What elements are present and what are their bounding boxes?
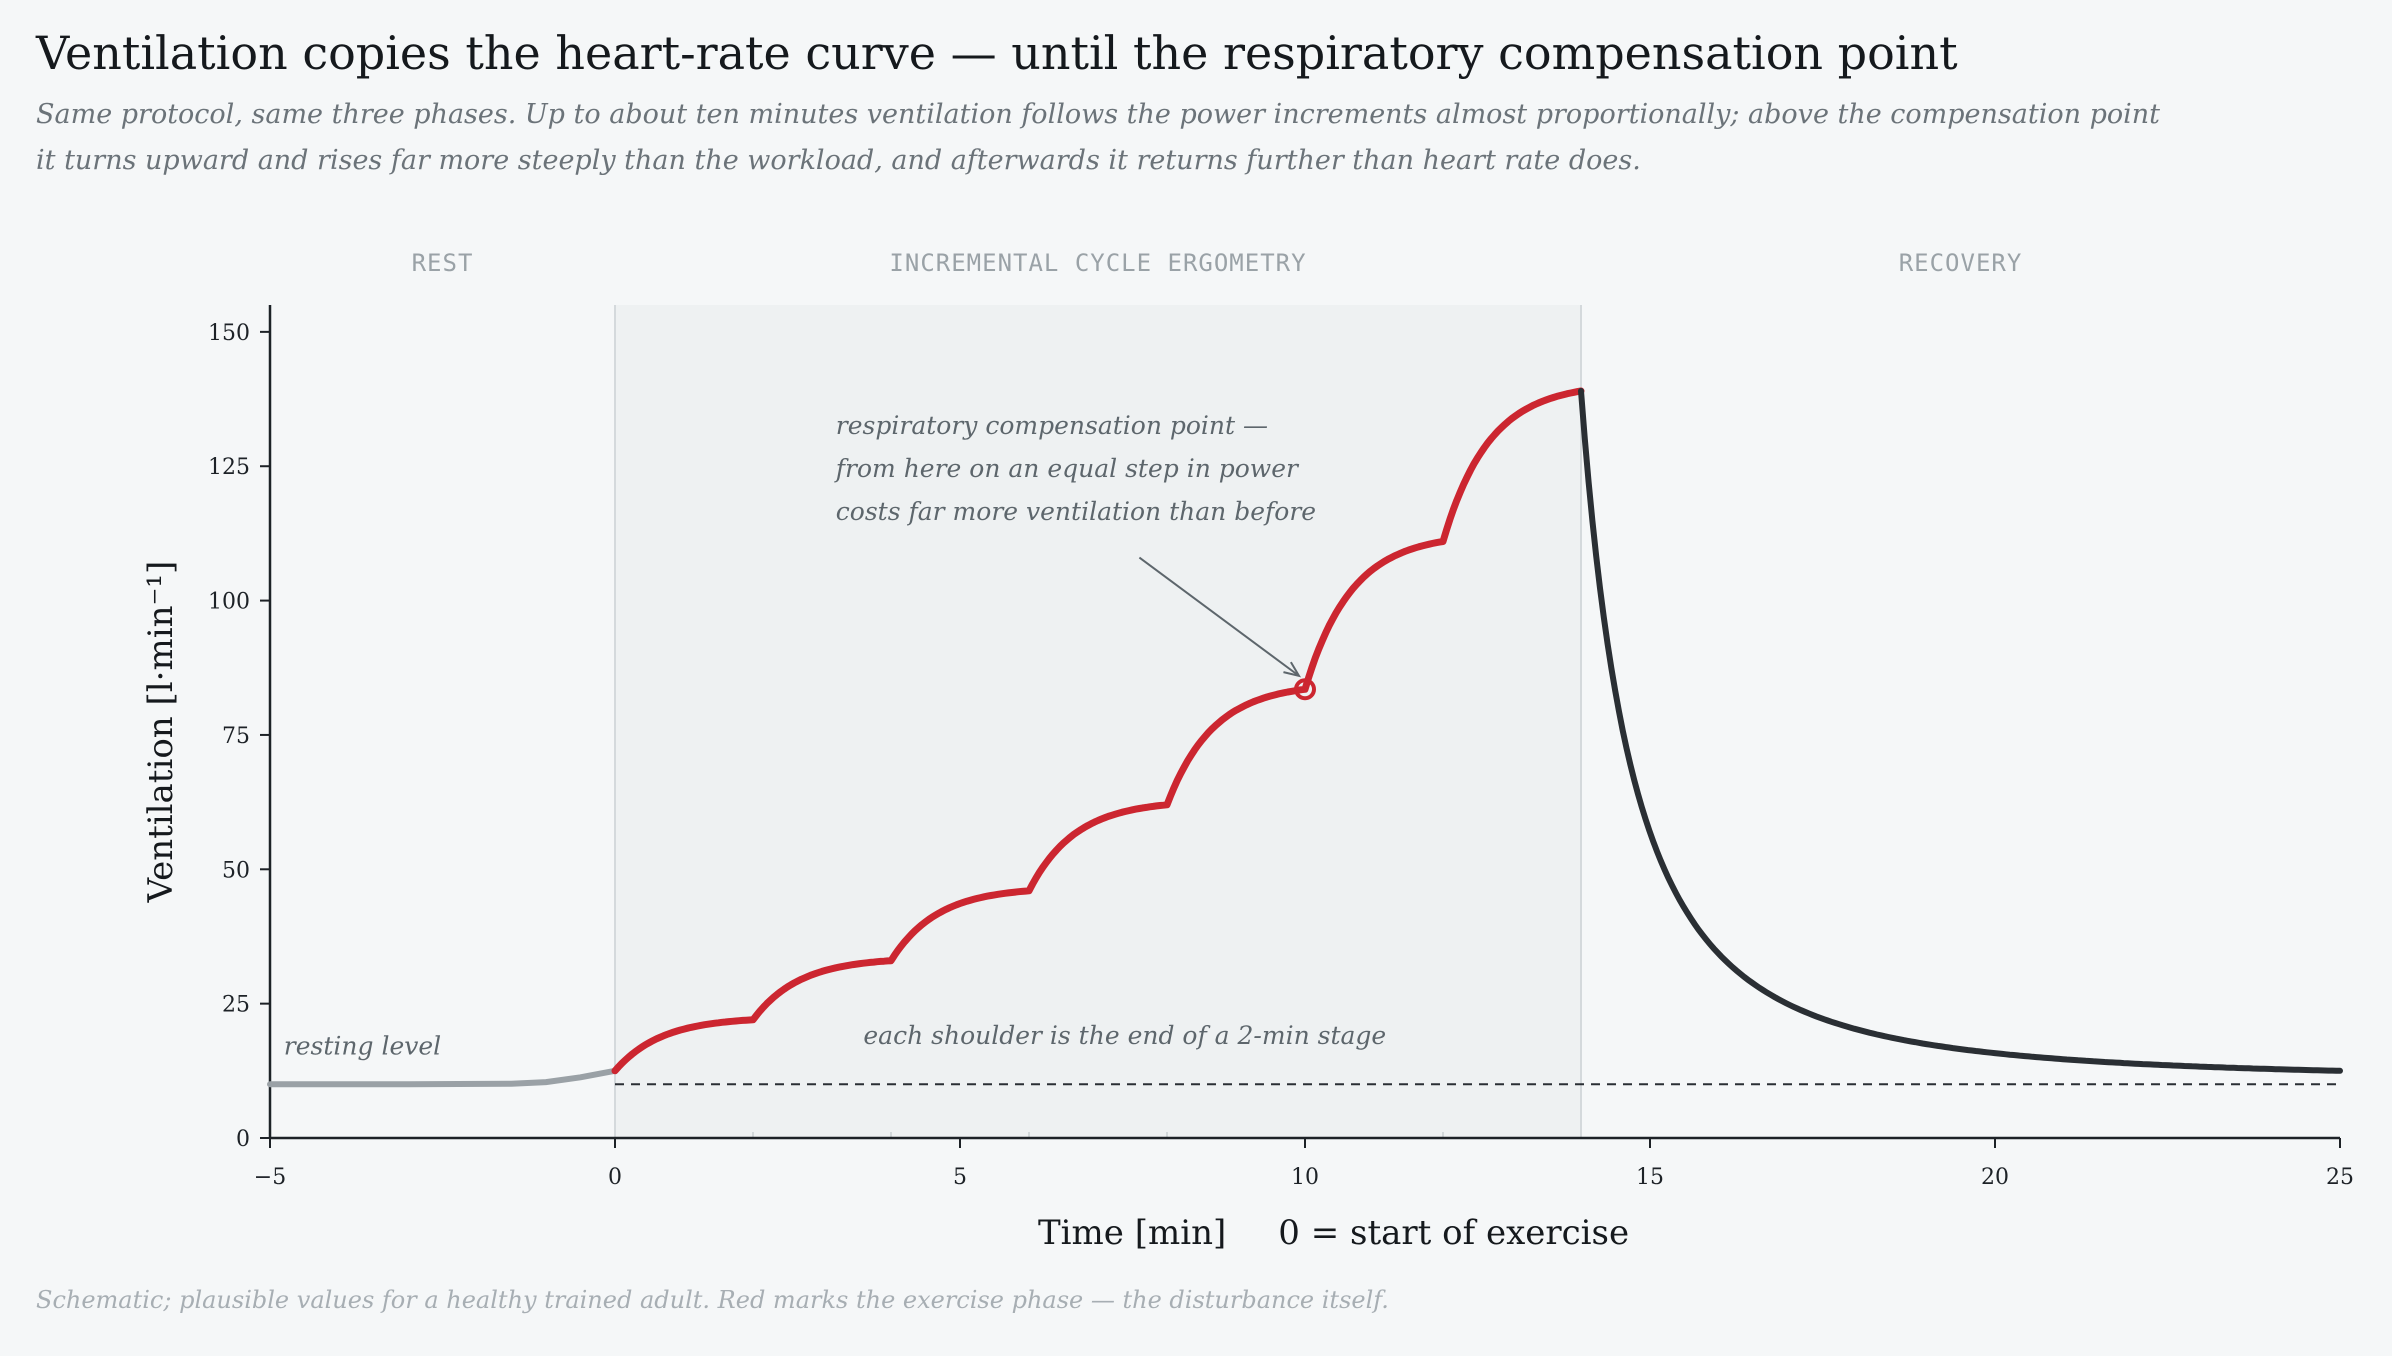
y-tick-label: 100	[208, 590, 250, 615]
x-tick-label: 0	[608, 1165, 622, 1190]
y-tick-label: 0	[236, 1127, 250, 1152]
annotation-arrow-line	[1138, 556, 1300, 677]
compensation-point-marker	[1294, 678, 1316, 701]
y-tick-label: 75	[222, 724, 250, 749]
y-tick-label: 150	[208, 321, 250, 346]
annotation-line: from here on an equal step in power	[834, 454, 1300, 483]
phase-label-rest: REST	[412, 249, 474, 277]
x-axis-label: Time [min]	[1038, 1213, 1226, 1253]
annotation-arrow-head	[1283, 661, 1302, 678]
phase-label-layer: REST INCREMENTAL CYCLE ERGOMETRY RECOVERY	[412, 249, 2023, 277]
y-tick-label: 125	[208, 455, 250, 480]
x-tick-label: 5	[953, 1165, 967, 1190]
y-axis-title: Ventilation [l·min⁻¹]	[141, 561, 181, 904]
y-tick-label: 25	[222, 993, 250, 1018]
x-axis-note: 0 = start of exercise	[1278, 1213, 1629, 1253]
annotation-layer: respiratory compensation point — from her…	[284, 411, 1386, 1061]
x-tick-label: 25	[2326, 1165, 2354, 1190]
compensation-point-annotation: respiratory compensation point — from her…	[834, 411, 1316, 526]
x-axis-title: Time [min] 0 = start of exercise	[1038, 1213, 1629, 1253]
phase-label-incremental-cycle-ergometry: INCREMENTAL CYCLE ERGOMETRY	[889, 249, 1306, 277]
exercise-series-line	[611, 387, 1585, 1075]
x-tick-label: 20	[1981, 1165, 2009, 1190]
x-tick-label: 15	[1636, 1165, 1664, 1190]
phase-label-recovery: RECOVERY	[1899, 249, 2023, 277]
x-tick-label: −5	[254, 1165, 286, 1190]
resting-level-label: resting level	[284, 1032, 441, 1061]
recovery-series-line	[1578, 388, 2343, 1074]
chart-title: Ventilation copies the heart-rate curve …	[36, 26, 1958, 80]
series-layer	[267, 387, 2343, 1088]
annotation-line: respiratory compensation point —	[836, 411, 1268, 440]
chart-subtitle: Same protocol, same three phases. Up to …	[36, 99, 2161, 176]
footnote: Schematic; plausible values for a health…	[36, 1286, 1389, 1314]
rest-series-line	[267, 1067, 618, 1088]
x-tick-label: 10	[1291, 1165, 1319, 1190]
annotation-line: costs far more ventilation than before	[836, 497, 1316, 526]
stage-shoulder-annotation: each shoulder is the end of a 2-min stag…	[863, 1021, 1386, 1050]
y-tick-label: 50	[222, 858, 250, 883]
